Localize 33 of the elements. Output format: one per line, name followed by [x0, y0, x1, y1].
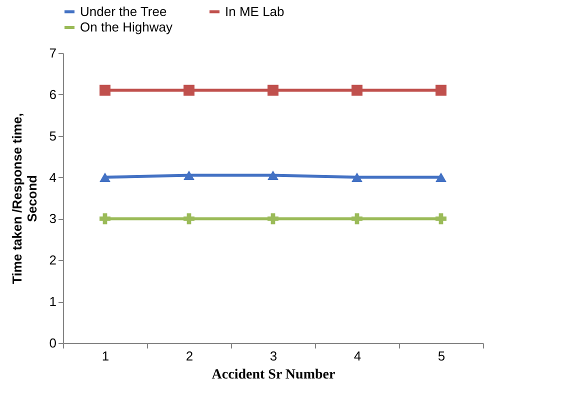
y-tick-label: 1	[49, 294, 56, 310]
point	[352, 172, 362, 182]
y-tick-label: 3	[49, 211, 56, 226]
point	[436, 84, 446, 96]
point	[268, 84, 278, 96]
legend-label: Under the Tree	[80, 4, 167, 19]
x-tick-label: 5	[438, 348, 446, 364]
point	[436, 213, 446, 224]
y-tick-label: 5	[49, 128, 56, 144]
point	[436, 172, 446, 182]
y-tick-label: 7	[49, 46, 56, 60]
y-tick-label: 0	[49, 336, 56, 350]
x-tick-label: 4	[354, 348, 362, 364]
x-axis-title: Accident Sr Number	[212, 368, 336, 382]
y-axis-title: Time taken /Response time, Second	[9, 113, 40, 284]
point	[268, 213, 278, 224]
y-tick-label: 4	[49, 170, 56, 185]
point	[184, 84, 194, 96]
point	[184, 213, 194, 224]
legend-label: On the Highway	[80, 20, 173, 34]
x-tick-label: 2	[186, 348, 194, 364]
x-tick-label: 3	[270, 348, 278, 364]
point	[100, 172, 110, 182]
point	[184, 170, 194, 180]
y-tick-label: 6	[49, 86, 56, 102]
y-tick-label: 2	[49, 252, 56, 268]
point	[268, 170, 278, 180]
point	[100, 213, 110, 224]
point	[100, 84, 110, 96]
legend-label: In ME Lab	[225, 4, 284, 19]
point	[352, 213, 362, 224]
x-tick-label: 1	[102, 348, 110, 364]
point	[352, 84, 362, 96]
